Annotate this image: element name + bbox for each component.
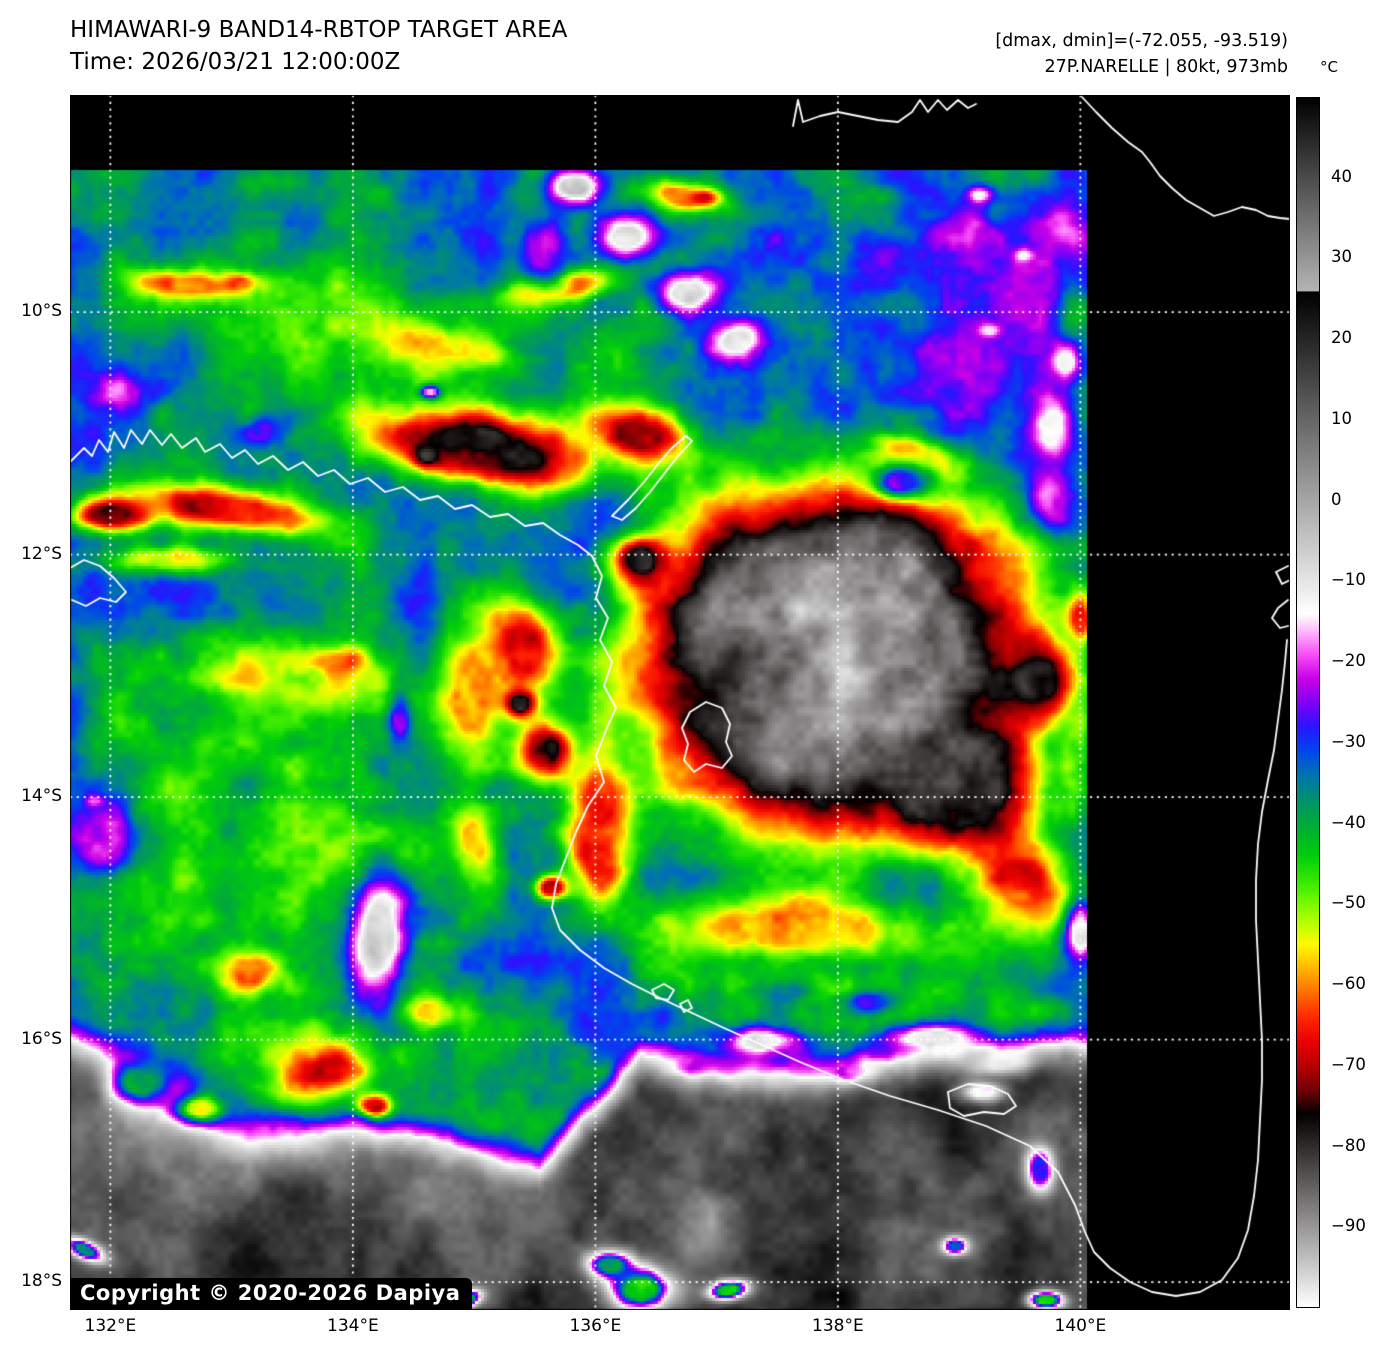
colorbar-tick-label: 10 [1331,408,1352,428]
copyright-badge: Copyright © 2020-2026 Dapiya [70,1278,473,1310]
colorbar-tick-label: −50 [1331,893,1366,913]
latitude-tick-label: 18°S [21,1271,62,1292]
longitude-tick-label: 136°E [569,1316,622,1336]
latitude-tick-label: 16°S [21,1028,62,1049]
colorbar [1296,97,1320,1308]
header-annotations: [dmax, dmin]=(-72.055, -93.519) 27P.NAREL… [995,28,1288,80]
colorbar-tick-label: 0 [1331,489,1342,509]
colorbar-tick-label: −80 [1331,1135,1366,1155]
colorbar-unit-label: °C [1320,58,1338,76]
colorbar-tick-label: −60 [1331,974,1366,994]
satellite-imagery-canvas [70,95,1290,1310]
colorbar-tick-label: −10 [1331,570,1366,590]
latitude-tick-label: 10°S [21,301,62,322]
page-title: HIMAWARI-9 BAND14-RBTOP TARGET AREA Time:… [70,14,567,78]
storm-info-label: 27P.NARELLE | 80kt, 973mb [1044,57,1288,77]
latitude-tick-label: 14°S [21,786,62,807]
colorbar-tick-label: 30 [1331,247,1352,267]
time-label: Time: 2026/03/21 12:00:00Z [70,49,401,75]
product-title: HIMAWARI-9 BAND14-RBTOP TARGET AREA [70,17,568,43]
longitude-tick-label: 134°E [327,1316,379,1336]
colorbar-tick-label: 40 [1331,166,1352,186]
colorbar-tick-label: −70 [1331,1054,1366,1074]
dmax-dmin-label: [dmax, dmin]=(-72.055, -93.519) [995,31,1288,51]
colorbar-tick-label: −30 [1331,731,1366,751]
colorbar-tick-label: −90 [1331,1216,1366,1236]
latitude-tick-label: 12°S [21,543,62,564]
map-plot: Copyright © 2020-2026 Dapiya [70,95,1290,1310]
colorbar-tick-label: −20 [1331,651,1366,671]
colorbar-tick-label: 20 [1331,328,1352,348]
longitude-tick-label: 140°E [1054,1316,1107,1336]
longitude-tick-label: 132°E [84,1316,137,1336]
colorbar-tick-label: −40 [1331,812,1366,832]
longitude-tick-label: 138°E [812,1316,864,1336]
